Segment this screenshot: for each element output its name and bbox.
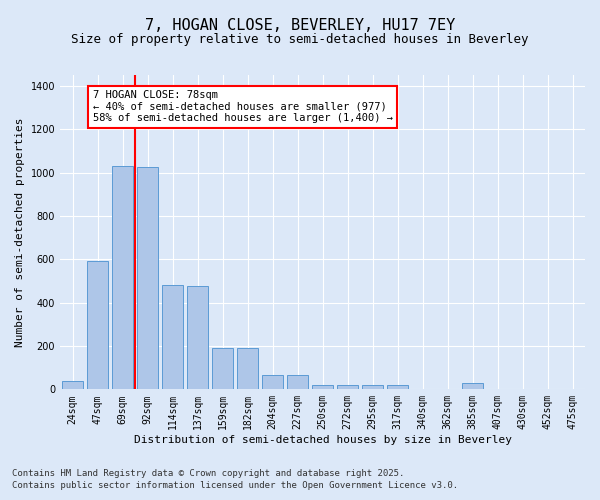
Bar [312,385,333,390]
Bar [462,384,483,390]
Bar [262,375,283,390]
Bar [212,348,233,390]
Bar [112,166,133,390]
Text: Size of property relative to semi-detached houses in Beverley: Size of property relative to semi-detach… [71,32,529,46]
X-axis label: Distribution of semi-detached houses by size in Beverley: Distribution of semi-detached houses by … [134,435,512,445]
Bar [187,286,208,390]
Bar [362,385,383,390]
Text: 7, HOGAN CLOSE, BEVERLEY, HU17 7EY: 7, HOGAN CLOSE, BEVERLEY, HU17 7EY [145,18,455,32]
Bar [337,384,358,390]
Text: 7 HOGAN CLOSE: 78sqm
← 40% of semi-detached houses are smaller (977)
58% of semi: 7 HOGAN CLOSE: 78sqm ← 40% of semi-detac… [92,90,392,124]
Bar [387,386,408,390]
Y-axis label: Number of semi-detached properties: Number of semi-detached properties [15,118,25,347]
Text: Contains public sector information licensed under the Open Government Licence v3: Contains public sector information licen… [12,481,458,490]
Text: Contains HM Land Registry data © Crown copyright and database right 2025.: Contains HM Land Registry data © Crown c… [12,468,404,477]
Bar [137,167,158,390]
Bar [237,348,258,390]
Bar [162,286,183,390]
Bar [87,262,108,390]
Bar [62,380,83,390]
Bar [287,374,308,390]
